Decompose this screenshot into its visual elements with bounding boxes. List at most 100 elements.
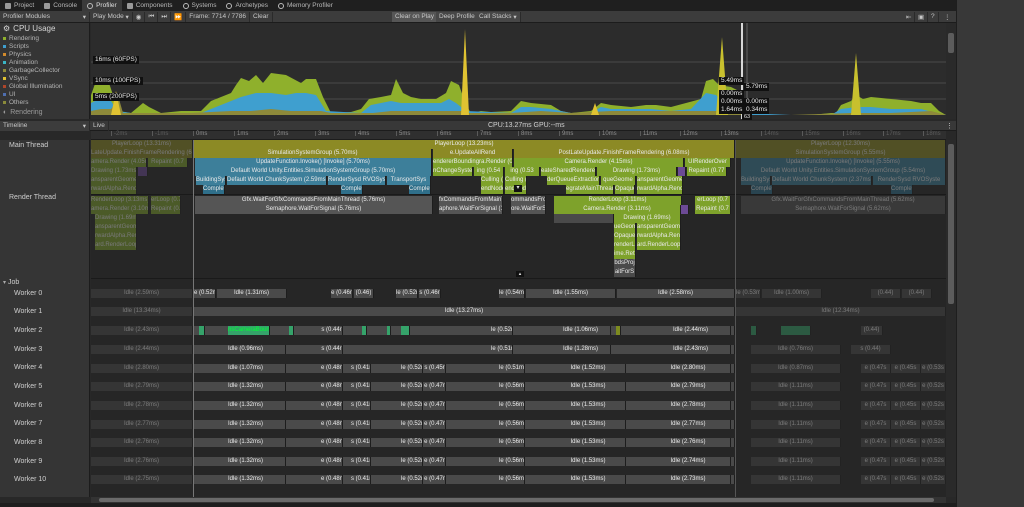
sample-block[interactable]: Idle (2.76ms) [91, 438, 193, 447]
sample-block[interactable]: TransportSys [387, 176, 431, 185]
sample-block[interactable]: ime.Rett [614, 250, 636, 259]
sample-block[interactable]: e (0.45s [891, 382, 921, 391]
sample-block[interactable]: RenderLoop (3.13ms) [91, 196, 149, 205]
sample-block[interactable]: RenderSysd RVOSyst [328, 176, 386, 185]
thread-worker-2[interactable]: Worker 2 [14, 327, 43, 334]
sample-block[interactable]: Drawing (1.73ms) [91, 167, 137, 176]
sample-block[interactable]: queGeome [601, 176, 636, 185]
sample-block[interactable]: Idle (2.43ms) [91, 326, 193, 335]
sample-block[interactable]: Complet [751, 185, 773, 194]
sample-block[interactable]: le (0.52m [401, 420, 423, 429]
sample-block[interactable]: Idle (1.11ms) [751, 401, 841, 410]
sample-block[interactable]: e (0.48n [321, 475, 343, 484]
sample-block[interactable]: Idle (1.53ms) [551, 401, 626, 410]
sample-block[interactable]: Idle (2.73ms) [646, 475, 731, 484]
sample-block[interactable]: Gfx.WaitForGfxCommandsFromMainThread (5.… [195, 196, 433, 205]
sample-block[interactable]: ansparentGeometr [637, 223, 681, 232]
sample-block[interactable]: (0.44) [871, 289, 901, 298]
sample-block[interactable]: Idle (2.80ms) [646, 364, 731, 373]
sample-block[interactable]: RenderSysd RVOSyste [873, 176, 946, 185]
play-mode-dropdown[interactable]: Play Mode ▾ [90, 11, 133, 22]
sample-block[interactable]: Camera.Render (3.11ms) [554, 205, 681, 214]
expand-thread-button[interactable]: ▾ [514, 185, 522, 192]
sample-block[interactable]: le (0.56m [499, 382, 525, 391]
sample-block[interactable]: le (0.56m [499, 420, 525, 429]
sample-block[interactable]: rwardAlpha.Render [637, 185, 683, 194]
sample-block[interactable]: (0.44) [861, 326, 883, 335]
sample-block[interactable]: e (0.47s [861, 401, 891, 410]
sample-block[interactable]: PlayerLoop (12.30ms) [736, 140, 946, 149]
sample-block[interactable]: le (0.56m [499, 475, 525, 484]
thread-worker-8[interactable]: Worker 8 [14, 439, 43, 446]
sample-block[interactable]: e (0.46r [331, 289, 353, 298]
sample-block[interactable]: Idle (2.59ms) [91, 289, 193, 298]
sample-block[interactable]: e (0.52s [921, 401, 946, 410]
sample-block[interactable]: le (0.52m [401, 438, 423, 447]
sample-block[interactable]: Idle (1.06ms) [551, 326, 611, 335]
sample-block[interactable]: e (0.47s [861, 420, 891, 429]
save-button[interactable]: ▣ [915, 11, 929, 22]
sample-block[interactable]: Idle (2.75ms) [91, 475, 193, 484]
sample-block[interactable]: LateUpdate.FinishFrameRendering (6.0 [91, 149, 193, 158]
sample-block[interactable]: Idle (2.76ms) [91, 457, 193, 466]
sample-block[interactable]: Idle (2.58ms) [617, 289, 735, 298]
sample-block[interactable]: fxCommandsFromMainThr [439, 196, 503, 205]
sample-block[interactable]: Idle (1.28ms) [551, 345, 611, 354]
sample-block[interactable]: Idle (1.53ms) [551, 420, 626, 429]
sample-block[interactable]: Idle (1.53ms) [551, 475, 626, 484]
sample-block[interactable]: s (0.41r [351, 364, 371, 373]
sample-block[interactable]: ing (0.54 [474, 167, 504, 176]
sample-block[interactable]: e (0.52s [921, 420, 946, 429]
live-toggle[interactable]: Live [90, 120, 109, 131]
sample-block[interactable]: s (0.45r [424, 364, 446, 373]
sample-block[interactable]: ansparentGeometr [91, 176, 137, 185]
sample-block[interactable]: Default World Unity.Entities.SimulationS… [195, 167, 432, 176]
sample-block[interactable]: e (0.52m [194, 289, 216, 298]
sample-block[interactable]: e (0.45s [891, 401, 921, 410]
sample-block[interactable]: endNode [481, 185, 504, 194]
sample-block[interactable]: endererBoundingra.Render (0. [433, 158, 513, 167]
sample-block[interactable]: Idle (0.76ms) [751, 345, 841, 354]
more-menu-button[interactable]: ⋮ [941, 12, 954, 22]
call-stacks-dropdown[interactable]: Call Stacks ▾ [476, 11, 521, 22]
sample-block[interactable]: e (0.52s [921, 382, 946, 391]
sample-block[interactable]: Repaint (0.77 [687, 167, 727, 176]
timeline-horizontal-scrollbar[interactable] [91, 497, 946, 503]
sample-block[interactable]: rwardAlpha.Rende [637, 232, 681, 241]
last-frame-button[interactable]: ⏩ [171, 11, 187, 22]
sample-block[interactable]: le (0.52m [401, 364, 423, 373]
tab-profiler[interactable]: Profiler [82, 0, 122, 11]
thread-worker-6[interactable]: Worker 6 [14, 402, 43, 409]
collapse-thread-button[interactable]: ▴ [516, 271, 524, 277]
sample-block[interactable]: erLoop (0.7 [695, 196, 731, 205]
sample-block[interactable]: le (0.53m [736, 289, 761, 298]
sample-block[interactable]: Idle (2.79ms) [646, 382, 731, 391]
sample-block[interactable]: e (0.48n [321, 382, 343, 391]
sample-block[interactable]: egrateMainThread [566, 185, 614, 194]
sample-block[interactable]: SimulationSystemGroup (5.55ms) [736, 149, 946, 158]
sample-block[interactable]: Idle (12.34ms) [736, 307, 946, 316]
sample-block[interactable]: UIRenderOver [685, 158, 731, 167]
sample-block[interactable]: Idle (1.55ms) [526, 289, 616, 298]
sample-block[interactable]: e.UpdateAllRend [433, 149, 513, 158]
sample-block[interactable]: s (0.46r [419, 289, 441, 298]
sample-block[interactable]: Semaphore.WaitForSignal (5.62ms) [741, 205, 946, 214]
sample-block[interactable]: ueGeome [614, 223, 636, 232]
sample-block[interactable]: e (0.48n [321, 420, 343, 429]
sample-block[interactable]: Idle (13.27ms) [194, 307, 735, 316]
sample-block[interactable]: Default World ChunkSystem (2.37ms) [772, 176, 872, 185]
sample-block[interactable]: ansparentGeometr [637, 176, 683, 185]
sample-block[interactable]: derQueueExtraction [547, 176, 600, 185]
sample-block[interactable]: Idle (1.53ms) [551, 382, 626, 391]
sample-block[interactable]: aitForS [614, 268, 636, 277]
sample-block[interactable]: amera.Render (4.05m [91, 158, 147, 167]
tab-systems[interactable]: Systems [178, 0, 222, 11]
sample-block[interactable]: Idle (1.32ms) [206, 401, 286, 410]
tab-archetypes[interactable]: Archetypes [221, 0, 273, 11]
sample-block[interactable]: UpdateFunction.Invoke() [Invoke] (5.55ms… [741, 158, 946, 167]
sample-block[interactable]: renderLi [614, 241, 636, 250]
sample-block[interactable]: s (0.44r [321, 345, 343, 354]
thread-render[interactable]: Render Thread [9, 194, 56, 201]
sample-block[interactable]: le (0.54m [499, 289, 525, 298]
clear-on-play-toggle[interactable]: Clear on Play [392, 11, 439, 22]
